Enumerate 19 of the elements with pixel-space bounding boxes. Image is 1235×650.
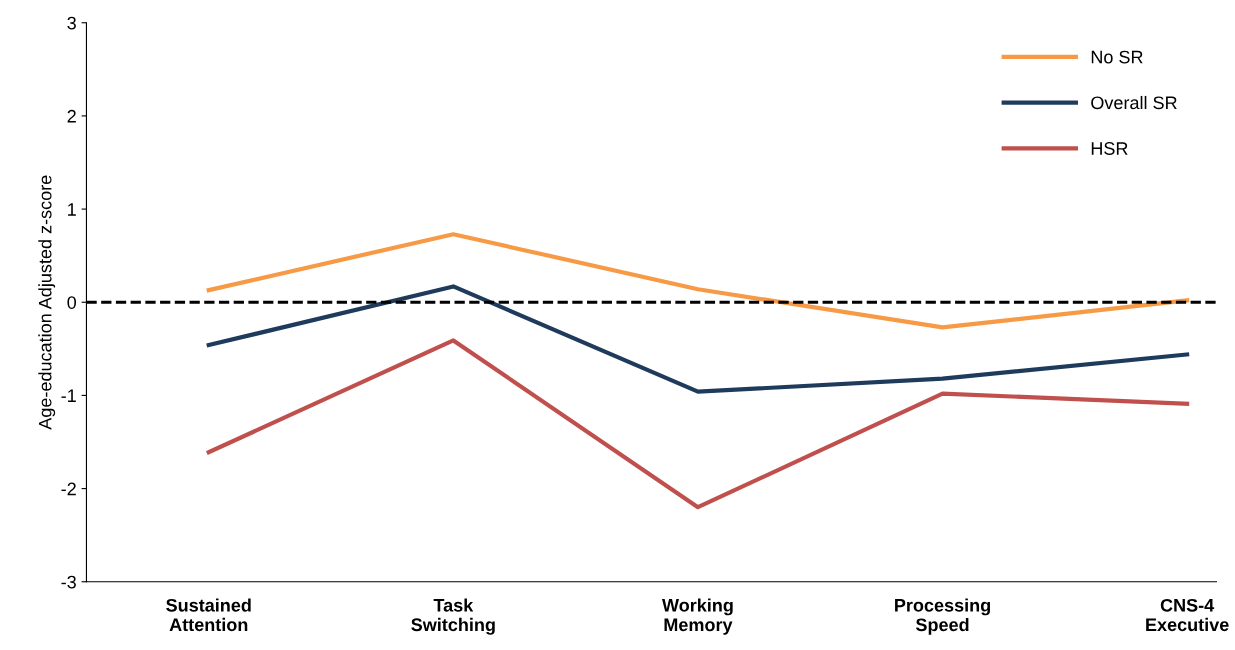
line-series bbox=[206, 284, 1190, 394]
legend-label: Overall SR bbox=[1091, 95, 1177, 110]
line-series bbox=[206, 232, 1190, 330]
x-tick-label: Sustained Attention bbox=[166, 598, 251, 632]
x-tick-label: Task Switching bbox=[411, 598, 495, 635]
y-tick-label: -2 bbox=[61, 482, 76, 496]
y-tick-label: 1 bbox=[68, 203, 76, 216]
line-series bbox=[206, 338, 1190, 510]
y-axis-title: Age-education Adjusted z-score bbox=[38, 175, 56, 430]
y-tick-label: 2 bbox=[67, 109, 76, 123]
x-tick-label: Working Memory bbox=[662, 598, 733, 635]
legend-label: HSR bbox=[1091, 142, 1128, 155]
y-tick-label: -1 bbox=[61, 389, 76, 402]
y-tick-label: 0 bbox=[67, 296, 77, 309]
y-tick-label: 3 bbox=[67, 16, 76, 30]
y-tick-label: -3 bbox=[61, 575, 76, 589]
x-tick-label: Processing Speed bbox=[895, 598, 990, 635]
x-tick-label: CNS-4 Executive bbox=[1146, 598, 1229, 632]
legend-label: No SR bbox=[1091, 50, 1143, 64]
